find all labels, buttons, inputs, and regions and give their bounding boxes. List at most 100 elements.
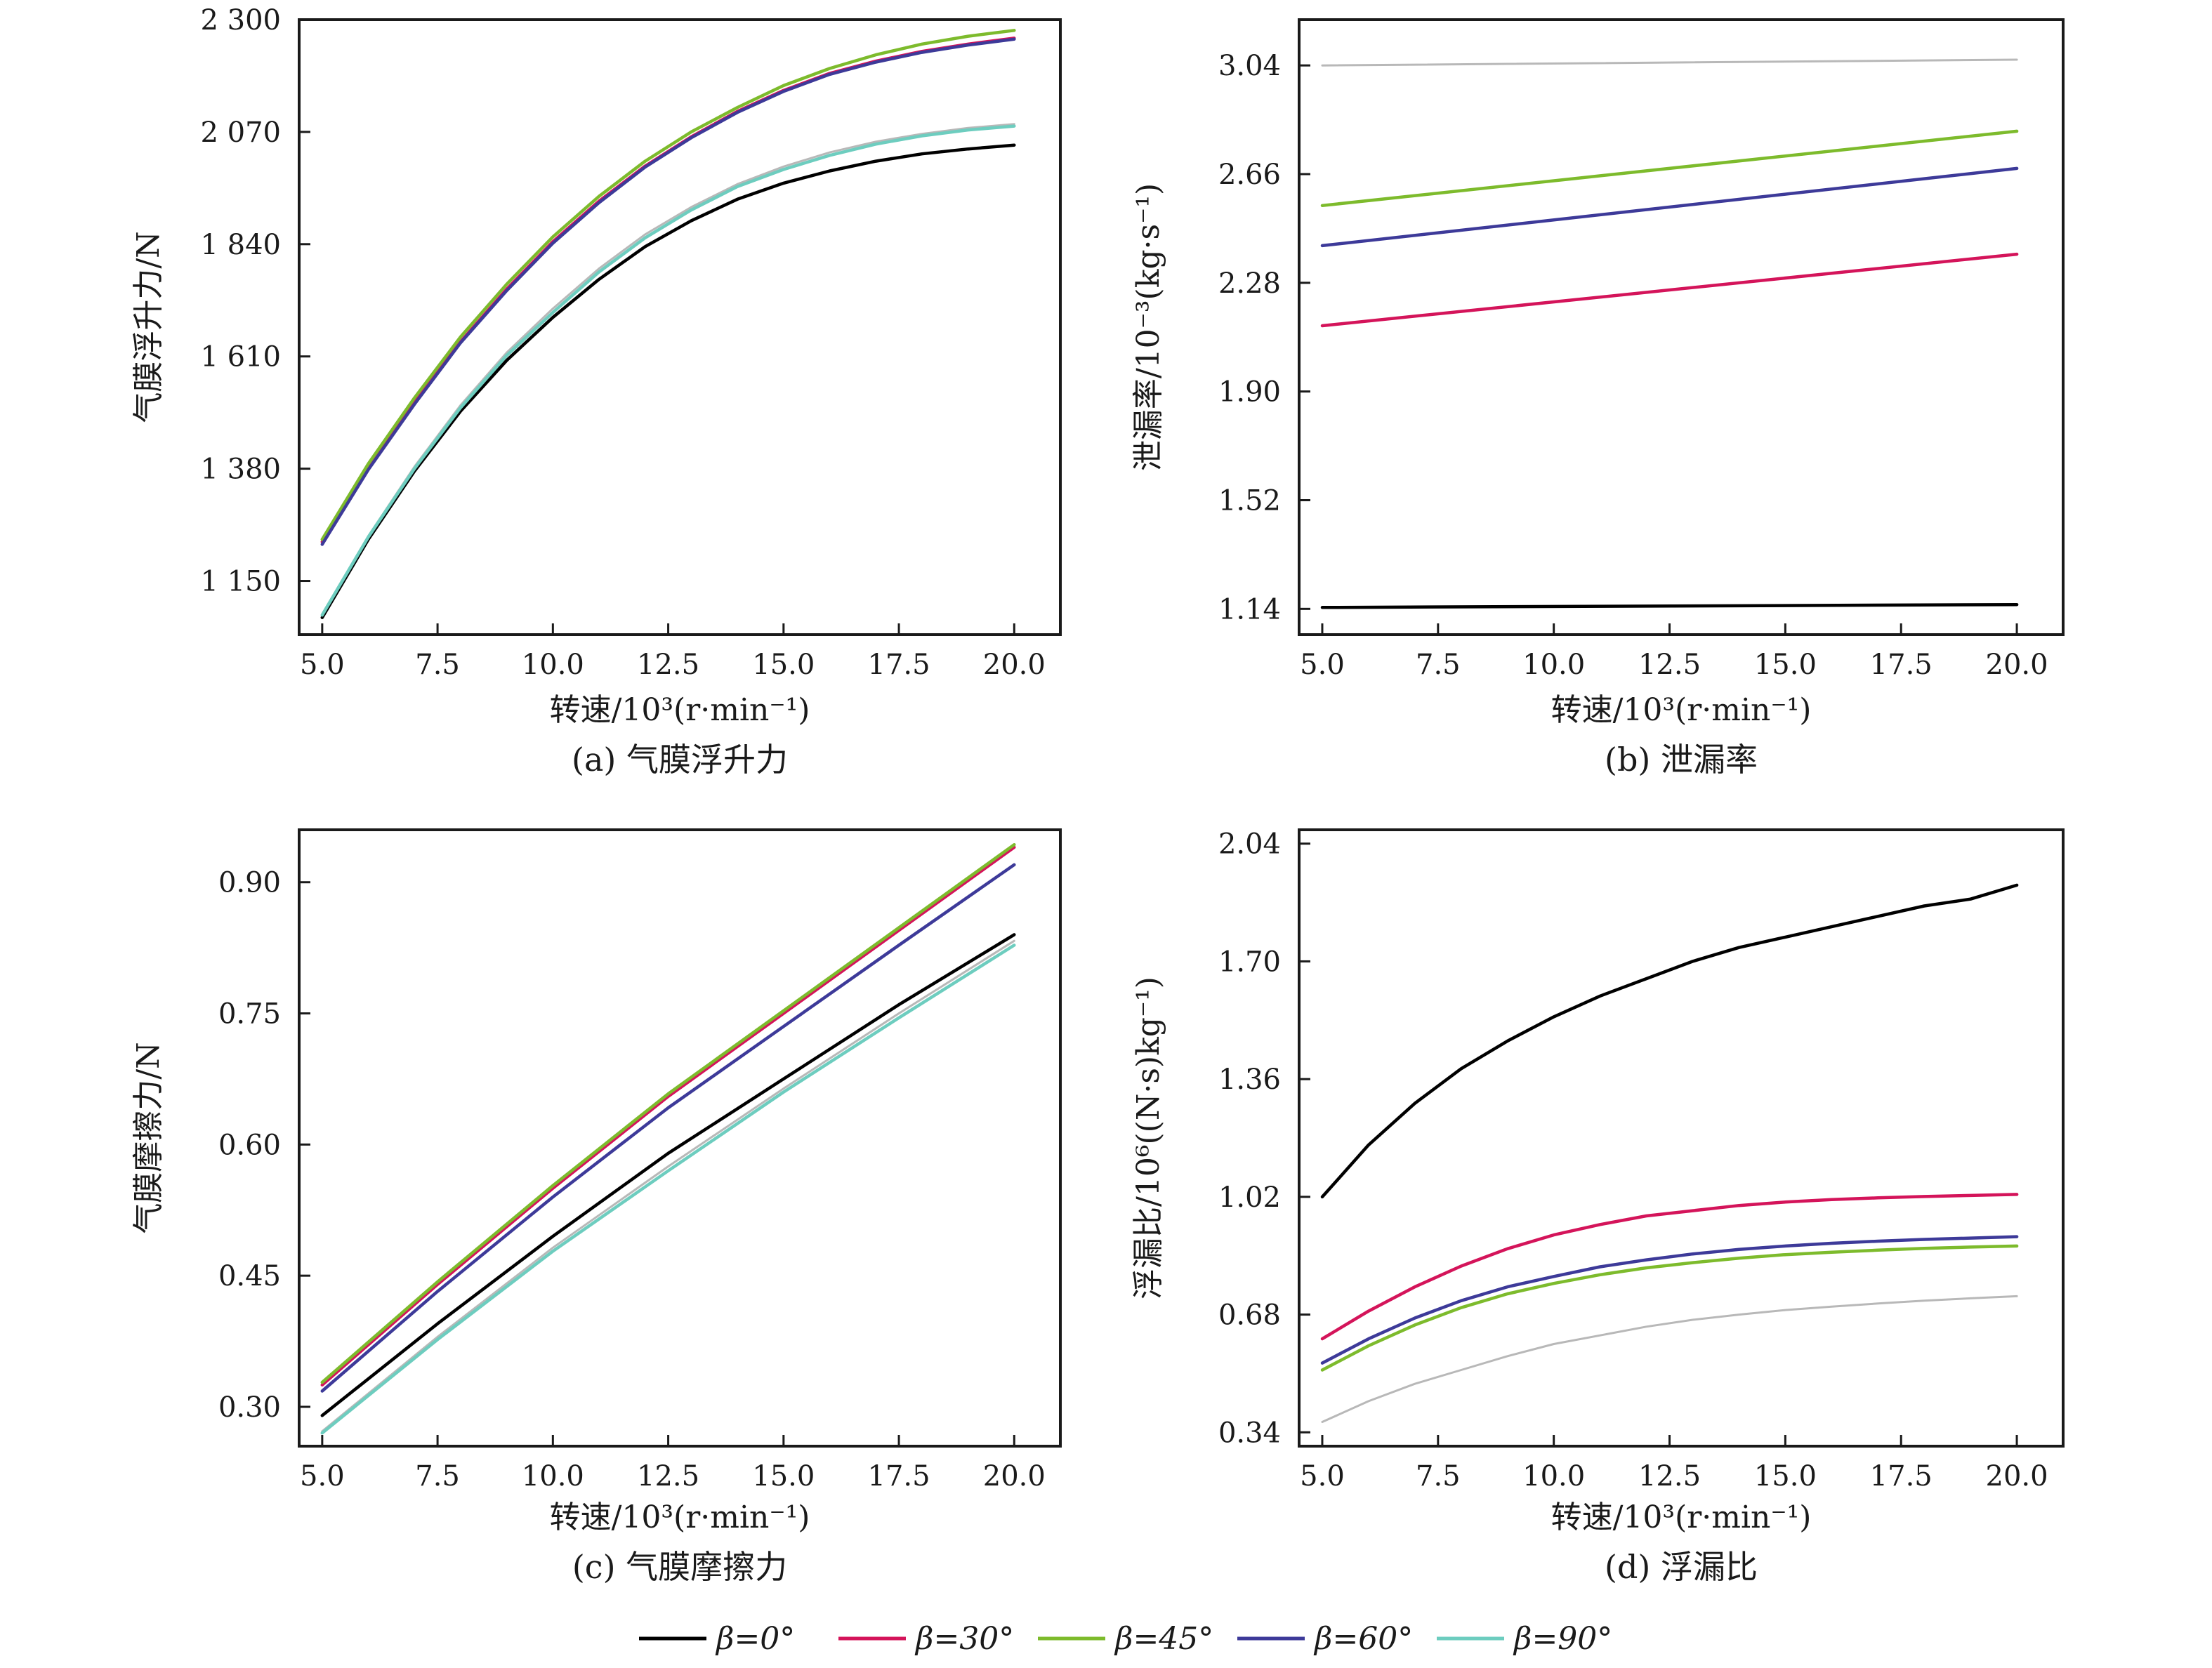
plot-frame bbox=[1298, 828, 2065, 1448]
y-tick-label: 1 610 bbox=[200, 341, 281, 373]
legend-label: β=60° bbox=[1313, 1621, 1413, 1657]
x-tick-label: 12.5 bbox=[637, 1460, 699, 1492]
panel-caption: (c) 气膜摩擦力 bbox=[572, 1548, 787, 1586]
series-line-beta-gray bbox=[1321, 1295, 2018, 1423]
series-line-beta-60 bbox=[1320, 166, 2019, 248]
series-line-beta-30 bbox=[1320, 1193, 2019, 1341]
x-tick-label: 20.0 bbox=[1986, 1460, 2048, 1492]
x-tick-label: 17.5 bbox=[1870, 649, 1933, 681]
series-group bbox=[1320, 883, 2019, 1423]
panel-c: 5.0 7.5 10.0 12.5 15.0 17.5 20.0 0.30 0.45 0.60 0.… bbox=[131, 828, 1062, 1586]
x-tick-label: 7.5 bbox=[1416, 649, 1461, 681]
panel-b: 5.0 7.5 10.0 12.5 15.0 17.5 20.0 1.14 1.52 1.90 2.… bbox=[1131, 18, 2065, 779]
y-tick-label: 3.04 bbox=[1218, 50, 1281, 82]
series-line-beta-gray bbox=[321, 123, 1015, 616]
x-tick-label: 12.5 bbox=[1638, 1460, 1701, 1492]
legend-item: β=60° bbox=[1237, 1621, 1413, 1657]
x-tick-label: 20.0 bbox=[1986, 649, 2048, 681]
y-tick-label: 1.52 bbox=[1218, 485, 1281, 517]
series-line-beta-45 bbox=[1320, 1244, 2019, 1372]
y-axis-label: 气膜浮升力/N bbox=[131, 231, 166, 423]
series-line-beta-30 bbox=[1320, 252, 2019, 328]
series-line-beta-0 bbox=[320, 143, 1016, 619]
panel-caption: (d) 浮漏比 bbox=[1605, 1548, 1758, 1586]
series-group bbox=[320, 842, 1016, 1435]
y-tick-label: 2 300 bbox=[200, 4, 281, 37]
panel-a: 5.0 7.5 10.0 12.5 15.0 17.5 20.0 1 150 1 380 1 61… bbox=[131, 4, 1062, 779]
y-axis-label: 泄漏率/10⁻³(kg·s⁻¹) bbox=[1131, 183, 1166, 471]
x-tick-label: 10.0 bbox=[1522, 649, 1585, 681]
panel-caption: (a) 气膜浮升力 bbox=[572, 741, 788, 779]
x-tick-label: 7.5 bbox=[1416, 1460, 1461, 1492]
x-tick-label: 5.0 bbox=[1300, 1460, 1345, 1492]
x-tick-label: 17.5 bbox=[1870, 1460, 1933, 1492]
series-line-beta-90 bbox=[320, 124, 1016, 617]
x-tick-label: 5.0 bbox=[300, 1460, 345, 1492]
series-line-beta-90 bbox=[320, 944, 1016, 1435]
series-group bbox=[1320, 58, 2019, 609]
series-line-beta-gray bbox=[1321, 58, 2018, 67]
y-tick-label: 0.60 bbox=[218, 1129, 281, 1161]
series-line-beta-0 bbox=[1320, 602, 2019, 609]
x-tick-label: 10.0 bbox=[522, 649, 584, 681]
x-tick-label: 5.0 bbox=[300, 649, 345, 681]
x-tick-label: 15.0 bbox=[1754, 1460, 1817, 1492]
series-line-beta-0 bbox=[1320, 883, 2019, 1199]
y-tick-label: 1.70 bbox=[1218, 946, 1281, 978]
x-axis-label: 转速/10³(r·min⁻¹) bbox=[550, 1500, 810, 1535]
y-axis-label: 气膜摩擦力/N bbox=[131, 1042, 166, 1233]
x-tick-label: 12.5 bbox=[637, 649, 699, 681]
y-tick-label: 1.02 bbox=[1218, 1182, 1281, 1214]
y-tick-label: 1 380 bbox=[200, 454, 281, 486]
x-axis-label: 转速/10³(r·min⁻¹) bbox=[550, 692, 810, 728]
y-tick-label: 0.34 bbox=[1218, 1417, 1281, 1449]
series-line-beta-gray bbox=[321, 939, 1015, 1433]
x-axis-label: 转速/10³(r·min⁻¹) bbox=[1551, 692, 1812, 728]
y-tick-label: 0.30 bbox=[218, 1391, 281, 1424]
series-line-beta-0 bbox=[320, 933, 1016, 1417]
legend-item: β=30° bbox=[838, 1621, 1014, 1657]
y-tick-label: 2.66 bbox=[1218, 159, 1281, 191]
y-tick-label: 1.36 bbox=[1218, 1064, 1281, 1096]
y-tick-label: 1.90 bbox=[1218, 376, 1281, 409]
legend: β=0° β=30° β=45° β=60° β=90° bbox=[639, 1621, 1612, 1657]
legend-label: β=0° bbox=[715, 1621, 795, 1657]
y-tick-label: 1.14 bbox=[1218, 593, 1281, 626]
series-line-beta-60 bbox=[320, 37, 1016, 546]
y-tick-label: 0.68 bbox=[1218, 1299, 1281, 1332]
y-tick-label: 2 070 bbox=[200, 117, 281, 149]
y-tick-label: 0.75 bbox=[218, 998, 281, 1031]
x-tick-label: 20.0 bbox=[983, 649, 1046, 681]
x-tick-label: 17.5 bbox=[868, 649, 930, 681]
plot-frame bbox=[298, 18, 1062, 636]
x-tick-label: 7.5 bbox=[415, 1460, 460, 1492]
y-tick-label: 0.90 bbox=[218, 867, 281, 899]
series-line-beta-45 bbox=[1320, 129, 2019, 208]
series-line-beta-30 bbox=[320, 37, 1016, 544]
legend-item: β=0° bbox=[639, 1621, 795, 1657]
series-line-beta-45 bbox=[320, 842, 1016, 1384]
x-tick-label: 15.0 bbox=[752, 1460, 815, 1492]
series-group bbox=[320, 29, 1016, 619]
x-tick-label: 7.5 bbox=[415, 649, 460, 681]
y-tick-label: 0.45 bbox=[218, 1260, 281, 1292]
series-line-beta-60 bbox=[1320, 1235, 2019, 1365]
y-tick-label: 2.04 bbox=[1218, 828, 1281, 861]
y-tick-label: 2.28 bbox=[1218, 267, 1281, 300]
x-tick-label: 10.0 bbox=[1522, 1460, 1585, 1492]
x-tick-label: 20.0 bbox=[983, 1460, 1046, 1492]
x-tick-label: 15.0 bbox=[1754, 649, 1817, 681]
x-tick-label: 12.5 bbox=[1638, 649, 1701, 681]
legend-item: β=45° bbox=[1038, 1621, 1213, 1657]
x-tick-label: 17.5 bbox=[868, 1460, 930, 1492]
legend-label: β=45° bbox=[1114, 1621, 1213, 1657]
y-axis-label: 浮漏比/10⁶((N·s)kg⁻¹) bbox=[1131, 977, 1166, 1299]
y-tick-label: 1 840 bbox=[200, 229, 281, 261]
panel-d: 5.0 7.5 10.0 12.5 15.0 17.5 20.0 0.34 0.68 1.02 1.… bbox=[1131, 828, 2065, 1586]
x-tick-label: 10.0 bbox=[522, 1460, 584, 1492]
x-axis-label: 转速/10³(r·min⁻¹) bbox=[1551, 1500, 1812, 1535]
series-line-beta-45 bbox=[320, 29, 1016, 541]
panel-caption: (b) 泄漏率 bbox=[1605, 741, 1758, 779]
legend-label: β=90° bbox=[1513, 1621, 1612, 1657]
series-line-beta-60 bbox=[320, 863, 1016, 1393]
